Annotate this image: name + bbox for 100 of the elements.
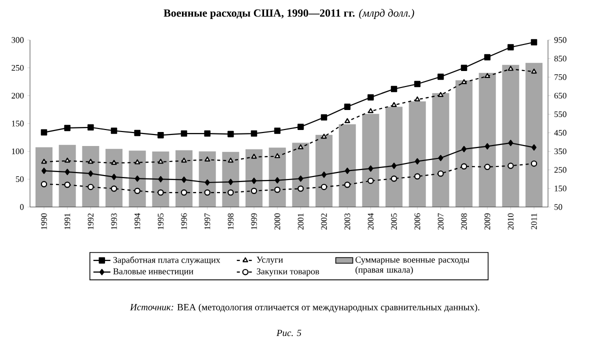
point [320, 184, 328, 190]
point [64, 158, 70, 163]
y-tick-label: 0 [20, 204, 24, 210]
point [414, 173, 420, 180]
y2-tick-label: 250 [554, 167, 566, 173]
point [42, 168, 46, 174]
point [484, 73, 490, 78]
x-tick-label: 2000 [274, 213, 280, 230]
point [508, 162, 514, 169]
x-tick-label: 1997 [204, 213, 210, 230]
point [320, 114, 328, 121]
point [321, 134, 327, 139]
point [181, 158, 187, 163]
point [158, 176, 164, 182]
point [110, 128, 118, 134]
point [344, 182, 350, 188]
legend-label: Суммарные военные расходы (правая шкала) [356, 256, 470, 275]
x-tick-label: 2004 [368, 213, 374, 230]
point [414, 80, 420, 88]
point [462, 146, 466, 152]
point [322, 172, 326, 178]
x-tick-label: 2005 [391, 213, 397, 230]
legend-label: Валовые инвестиции [113, 268, 194, 276]
x-tick-label: 2009 [484, 213, 490, 230]
point [391, 102, 397, 107]
x-tick-label: 1995 [158, 213, 164, 230]
y2-tick-label: 950 [554, 37, 566, 43]
point [111, 160, 117, 165]
x-tick-label: 2002 [321, 213, 327, 230]
y-tick-label: 50 [16, 176, 24, 182]
legend-label: Услуги [256, 256, 283, 265]
point [344, 104, 350, 110]
point [204, 189, 210, 196]
point [158, 158, 164, 164]
x-tick-label: 1992 [88, 213, 94, 230]
point [274, 153, 280, 158]
point [461, 79, 467, 84]
chart-title: Военные расходы США, 1990—2011 гг. (млрд долл.) [164, 9, 414, 19]
point [438, 154, 444, 162]
point [228, 178, 234, 186]
point [88, 158, 94, 164]
legend-label: Закупки товаров [256, 268, 320, 276]
y2-tick-label: 750 [554, 74, 566, 80]
y-tick-label: 250 [12, 64, 24, 71]
point [532, 144, 536, 151]
point [134, 188, 140, 194]
point [484, 143, 490, 150]
y2-tick-label: 350 [554, 148, 566, 154]
point [460, 64, 468, 71]
point [250, 188, 258, 194]
point [390, 175, 398, 182]
point [110, 185, 118, 192]
point [298, 144, 304, 150]
x-tick-label: 2011 [531, 214, 537, 230]
point [344, 118, 350, 124]
point [390, 86, 398, 92]
point [274, 186, 280, 193]
point [40, 129, 48, 136]
y2-tick-label: 650 [554, 92, 566, 99]
point [438, 170, 444, 177]
y2-tick-label: 450 [554, 130, 566, 136]
point [530, 160, 538, 167]
point [298, 175, 304, 182]
point [158, 189, 164, 196]
x-tick-label: 1998 [228, 213, 234, 230]
point [251, 154, 257, 159]
text: Рис. 5 [276, 330, 302, 336]
point [438, 74, 444, 80]
point [392, 162, 396, 169]
point [460, 163, 468, 170]
point [298, 124, 304, 130]
y2-tick-label: 550 [554, 111, 566, 118]
y-tick-label: 200 [12, 92, 24, 99]
point [368, 108, 374, 114]
point [88, 124, 94, 131]
point [112, 174, 116, 180]
y2-tick-label: 150 [554, 186, 566, 192]
x-tick-label: 2007 [438, 213, 444, 230]
x-tick-label: 2001 [298, 214, 304, 230]
point [64, 168, 70, 176]
point [414, 158, 420, 164]
point [158, 132, 164, 138]
point [64, 182, 70, 188]
point [250, 130, 258, 137]
point [180, 130, 188, 137]
point [228, 130, 234, 138]
x-tick-label: 2008 [461, 213, 467, 230]
x-tick-label: 2006 [414, 213, 420, 230]
y-tick-label: 100 [12, 148, 24, 154]
point [484, 164, 490, 170]
point [204, 130, 210, 137]
point [204, 179, 210, 186]
x-tick-label: 1990 [41, 213, 47, 230]
point [88, 170, 94, 177]
x-tick-label: 1993 [111, 213, 117, 230]
point [274, 177, 280, 184]
x-tick-label: 2010 [508, 213, 514, 230]
point [508, 44, 514, 50]
text: Источник: BEA (методология отличается от международных сравнительных данных). [130, 304, 480, 312]
y-tick-label: 300 [12, 37, 24, 43]
